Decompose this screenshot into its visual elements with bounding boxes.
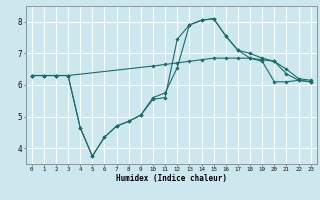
X-axis label: Humidex (Indice chaleur): Humidex (Indice chaleur) xyxy=(116,174,227,183)
